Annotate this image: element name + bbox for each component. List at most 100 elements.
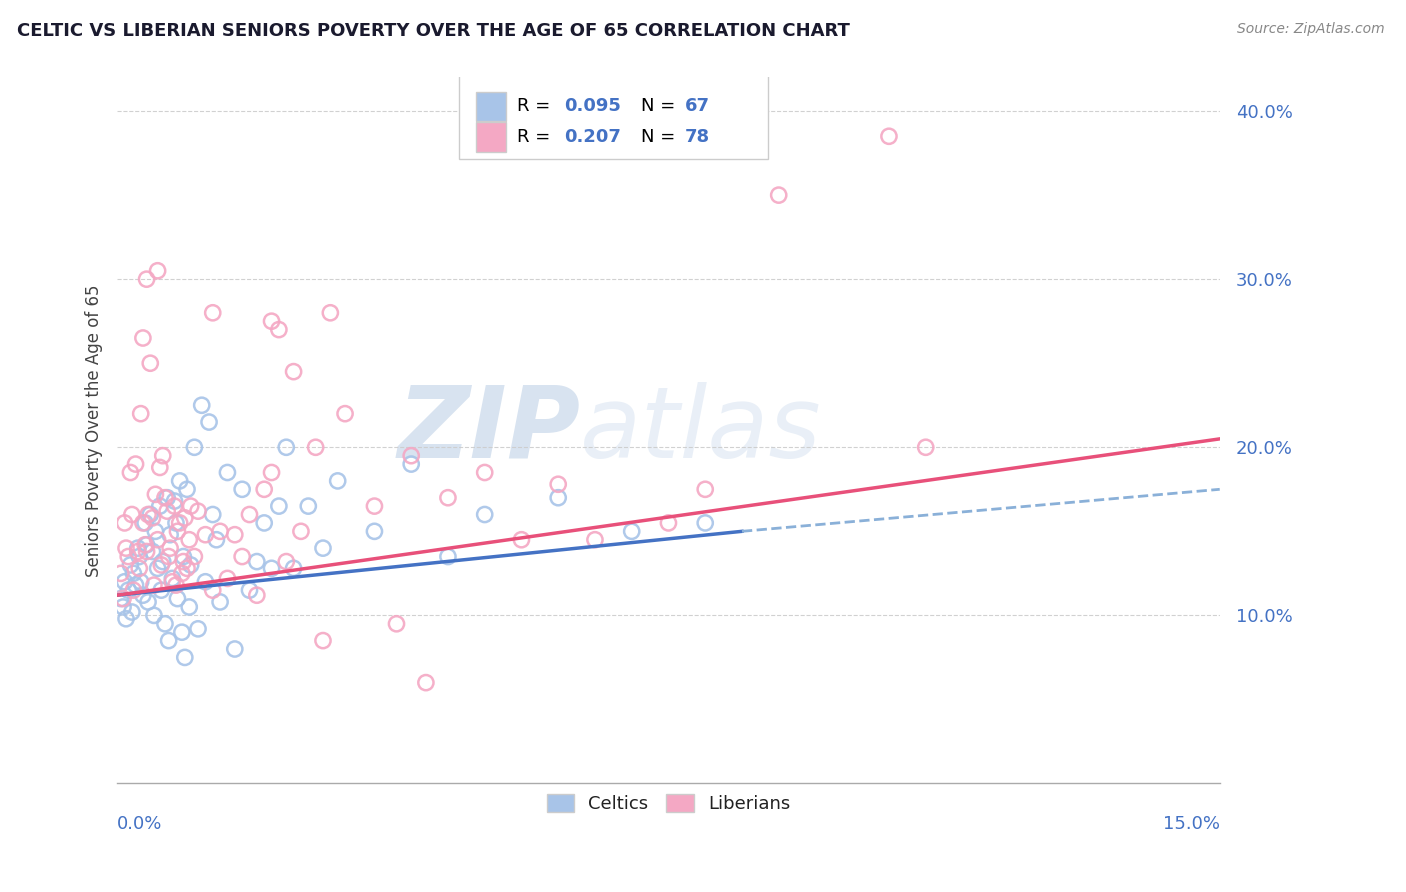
Point xyxy=(224,642,246,657)
Point xyxy=(201,583,224,598)
Point xyxy=(231,483,253,497)
Point xyxy=(139,508,162,522)
Point xyxy=(510,533,533,547)
Point xyxy=(173,511,195,525)
Point xyxy=(145,487,167,501)
Point xyxy=(152,555,174,569)
Point xyxy=(163,494,186,508)
Point xyxy=(169,516,191,530)
Point xyxy=(474,508,496,522)
Point xyxy=(877,129,900,144)
Point xyxy=(260,561,283,575)
Point xyxy=(157,549,180,564)
Point xyxy=(136,595,159,609)
Point xyxy=(260,466,283,480)
Point xyxy=(180,558,202,572)
Text: R =: R = xyxy=(517,97,557,115)
Point xyxy=(128,561,150,575)
Point xyxy=(150,558,173,572)
Point xyxy=(127,544,149,558)
Legend: Celtics, Liberians: Celtics, Liberians xyxy=(540,787,797,821)
Point xyxy=(183,549,205,564)
Point xyxy=(121,605,143,619)
Point xyxy=(194,527,217,541)
Point xyxy=(176,561,198,575)
Point xyxy=(170,625,193,640)
Point xyxy=(695,516,717,530)
Point xyxy=(124,578,146,592)
Point xyxy=(276,440,298,454)
Point xyxy=(312,633,335,648)
Point xyxy=(267,499,290,513)
Point xyxy=(146,533,169,547)
Point xyxy=(179,533,201,547)
Point xyxy=(205,533,228,547)
Point xyxy=(253,483,276,497)
Point xyxy=(149,499,172,513)
Bar xyxy=(475,92,506,121)
Point xyxy=(173,650,195,665)
Point xyxy=(149,460,172,475)
Point xyxy=(132,588,155,602)
Point xyxy=(283,561,305,575)
Point xyxy=(224,527,246,541)
Point xyxy=(276,555,298,569)
Text: 0.0%: 0.0% xyxy=(117,815,163,833)
Point xyxy=(179,599,201,614)
Point xyxy=(112,591,135,606)
Point xyxy=(162,571,184,585)
Y-axis label: Seniors Poverty Over the Age of 65: Seniors Poverty Over the Age of 65 xyxy=(86,285,103,577)
Text: atlas: atlas xyxy=(581,382,823,479)
Point xyxy=(246,555,269,569)
Point xyxy=(153,616,176,631)
Point xyxy=(180,499,202,513)
Text: 0.207: 0.207 xyxy=(564,128,620,146)
Point xyxy=(132,516,155,530)
Point xyxy=(165,578,187,592)
Point xyxy=(415,675,437,690)
Point xyxy=(156,491,179,505)
Point xyxy=(217,571,239,585)
Point xyxy=(139,356,162,370)
Point xyxy=(474,466,496,480)
Text: N =: N = xyxy=(641,97,681,115)
Point xyxy=(115,612,138,626)
Point xyxy=(127,541,149,556)
Point xyxy=(238,583,260,598)
Point xyxy=(110,566,132,581)
Point xyxy=(172,555,194,569)
Point xyxy=(297,499,319,513)
Point xyxy=(135,538,157,552)
Point xyxy=(172,549,194,564)
Point xyxy=(117,583,139,598)
Point xyxy=(363,524,385,539)
FancyBboxPatch shape xyxy=(458,70,768,159)
Point xyxy=(117,549,139,564)
Point xyxy=(267,323,290,337)
Point xyxy=(166,591,188,606)
Point xyxy=(156,504,179,518)
Point xyxy=(132,331,155,345)
Point xyxy=(162,574,184,589)
Point xyxy=(547,477,569,491)
Point xyxy=(209,524,232,539)
Point xyxy=(183,440,205,454)
Point xyxy=(201,508,224,522)
Point xyxy=(135,544,157,558)
Point xyxy=(169,474,191,488)
Point xyxy=(150,583,173,598)
Text: 0.095: 0.095 xyxy=(564,97,620,115)
Point xyxy=(141,544,163,558)
Point xyxy=(112,599,135,614)
Point xyxy=(159,527,181,541)
Text: ZIP: ZIP xyxy=(398,382,581,479)
Point xyxy=(166,524,188,539)
Point xyxy=(146,561,169,575)
Point xyxy=(152,449,174,463)
Point xyxy=(326,474,349,488)
Point xyxy=(695,483,717,497)
Point xyxy=(128,549,150,564)
Point xyxy=(135,272,157,286)
Point xyxy=(124,457,146,471)
Point xyxy=(620,524,643,539)
